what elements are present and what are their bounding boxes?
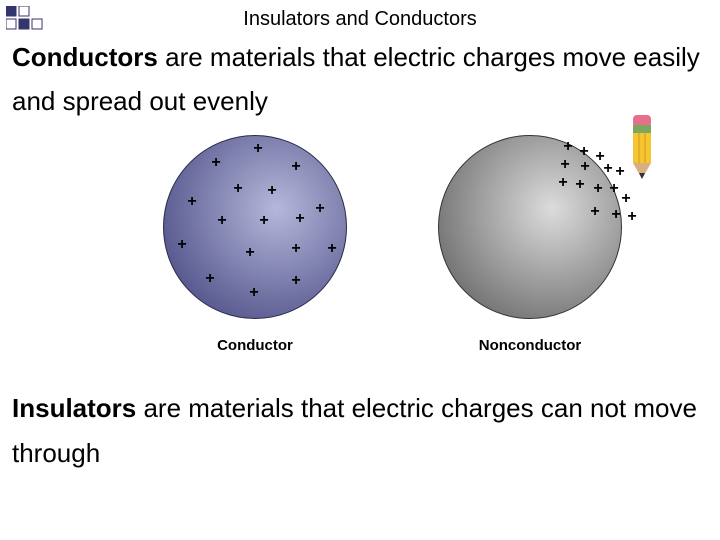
insulators-definition: Insulators are materials that electric c… xyxy=(0,382,720,478)
diagram-area: +++++++++++++++++ Conductor ++++++++++++… xyxy=(0,127,720,382)
slide-title: Insulators and Conductors xyxy=(0,0,720,31)
conductor-label: Conductor xyxy=(205,337,305,354)
nonconductor-label: Nonconductor xyxy=(470,337,590,354)
conductors-bold: Conductors xyxy=(12,42,158,72)
bullet-decoration xyxy=(6,6,46,39)
conductors-definition: Conductors are materials that electric c… xyxy=(0,31,720,127)
pencil-icon xyxy=(625,115,659,183)
insulators-bold: Insulators xyxy=(12,393,136,423)
